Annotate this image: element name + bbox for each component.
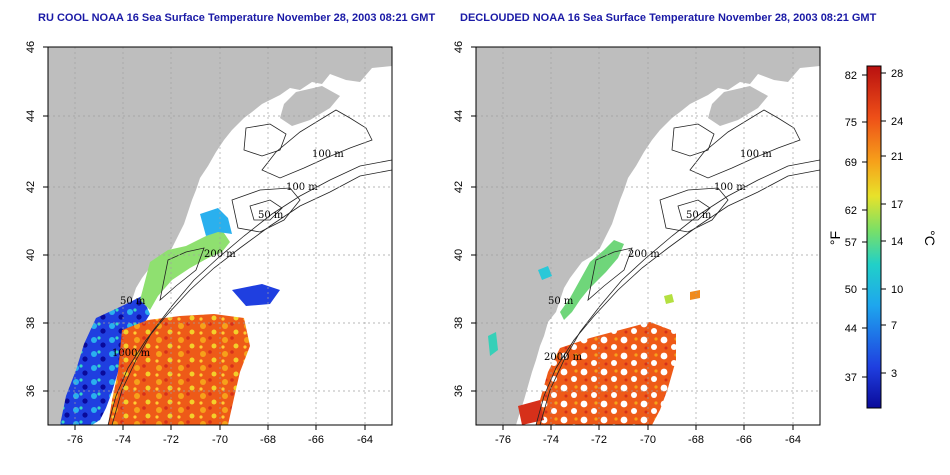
lat-tick: 42 — [453, 181, 465, 193]
lat-tick: 38 — [453, 317, 465, 329]
celsius-tick: 28 — [891, 68, 903, 80]
left-axis-ticks — [43, 46, 366, 430]
right-axis-ticks — [471, 46, 794, 430]
contour-label: 200 m — [204, 249, 236, 260]
celsius-unit-label: °C — [922, 230, 938, 246]
fahrenheit-tick: 62 — [845, 205, 857, 217]
left-map-area: 100 m 100 m 50 m 200 m 50 m 1000 m — [48, 47, 392, 425]
gulf-stream-region — [108, 314, 250, 425]
lon-tick: -76 — [495, 434, 511, 446]
contour-label: 100 m — [714, 182, 746, 193]
contour-label: 2000 m — [544, 352, 583, 363]
fahrenheit-tick: 57 — [845, 237, 857, 249]
contour-label: 100 m — [286, 182, 318, 193]
celsius-tick: 7 — [891, 320, 897, 332]
lon-tick: -70 — [212, 434, 228, 446]
lon-tick: -74 — [543, 434, 559, 446]
lon-tick: -68 — [688, 434, 704, 446]
contour-label: 50 m — [686, 210, 712, 221]
celsius-tick: 14 — [891, 236, 903, 248]
shelf-water-region — [140, 230, 230, 310]
patch-coast-cyan — [488, 332, 498, 356]
lat-tick: 40 — [25, 249, 37, 261]
lat-tick: 46 — [453, 41, 465, 53]
land-mass — [48, 47, 392, 425]
lon-tick: -64 — [785, 434, 801, 446]
lat-tick: 46 — [25, 41, 37, 53]
fahrenheit-tick: 82 — [845, 70, 857, 82]
lat-tick: 44 — [25, 110, 37, 122]
lat-tick: 36 — [453, 385, 465, 397]
contour-label: 200 m — [628, 249, 660, 260]
lat-tick: 42 — [25, 181, 37, 193]
lat-tick: 44 — [453, 110, 465, 122]
lon-tick: -66 — [736, 434, 752, 446]
lon-tick: -64 — [357, 434, 373, 446]
fahrenheit-unit-label: °F — [827, 231, 843, 245]
contour-label: 100 m — [740, 149, 772, 160]
left-map-title: RU COOL NOAA 16 Sea Surface Temperature … — [38, 12, 435, 24]
celsius-tick: 3 — [891, 368, 897, 380]
celsius-tick: 24 — [891, 116, 903, 128]
celsius-tick: 10 — [891, 284, 903, 296]
contour-label: 1000 m — [112, 348, 151, 359]
contour-label: 100 m — [312, 149, 344, 160]
fahrenheit-tick: 69 — [845, 157, 857, 169]
fahrenheit-tick: 37 — [845, 372, 857, 384]
lat-tick: 40 — [453, 249, 465, 261]
lon-tick: -66 — [308, 434, 324, 446]
patch-orange — [690, 290, 700, 300]
lon-tick: -70 — [640, 434, 656, 446]
contour-label: 50 m — [120, 296, 146, 307]
lon-tick: -72 — [163, 434, 179, 446]
lat-lon-grid — [48, 47, 392, 425]
lon-tick: -72 — [591, 434, 607, 446]
patch-blue-1 — [232, 284, 280, 306]
lat-tick: 36 — [25, 385, 37, 397]
celsius-tick: 17 — [891, 199, 903, 211]
right-map-title: DECLOUDED NOAA 16 Sea Surface Temperatur… — [460, 12, 877, 24]
right-map-area: 100 m 100 m 50 m 200 m 50 m 2000 m — [476, 47, 820, 425]
bathymetry-contours — [535, 109, 820, 425]
lon-tick: -76 — [67, 434, 83, 446]
right-map-panel: DECLOUDED NOAA 16 Sea Surface Temperatur… — [453, 12, 877, 446]
celsius-tick: 21 — [891, 151, 903, 163]
lon-tick: -74 — [115, 434, 131, 446]
land-mass — [476, 47, 820, 425]
patch-lime — [664, 294, 674, 304]
fahrenheit-tick: 50 — [845, 284, 857, 296]
lon-tick: -68 — [260, 434, 276, 446]
contour-label: 50 m — [258, 210, 284, 221]
contour-label: 50 m — [548, 296, 574, 307]
colorbar-ticks — [862, 72, 886, 378]
lat-lon-grid — [476, 47, 820, 425]
lat-tick: 38 — [25, 317, 37, 329]
bathymetry-contours — [107, 109, 392, 425]
temperature-colorbar: 82 75 69 62 57 50 44 37 28 24 21 17 14 1… — [827, 65, 938, 409]
left-map-panel: RU COOL NOAA 16 Sea Surface Temperature … — [25, 12, 435, 446]
colorbar-gradient — [866, 65, 882, 409]
fahrenheit-tick: 75 — [845, 117, 857, 129]
patch-cyan — [538, 266, 552, 280]
slope-water-region — [200, 208, 232, 236]
fahrenheit-tick: 44 — [845, 323, 857, 335]
